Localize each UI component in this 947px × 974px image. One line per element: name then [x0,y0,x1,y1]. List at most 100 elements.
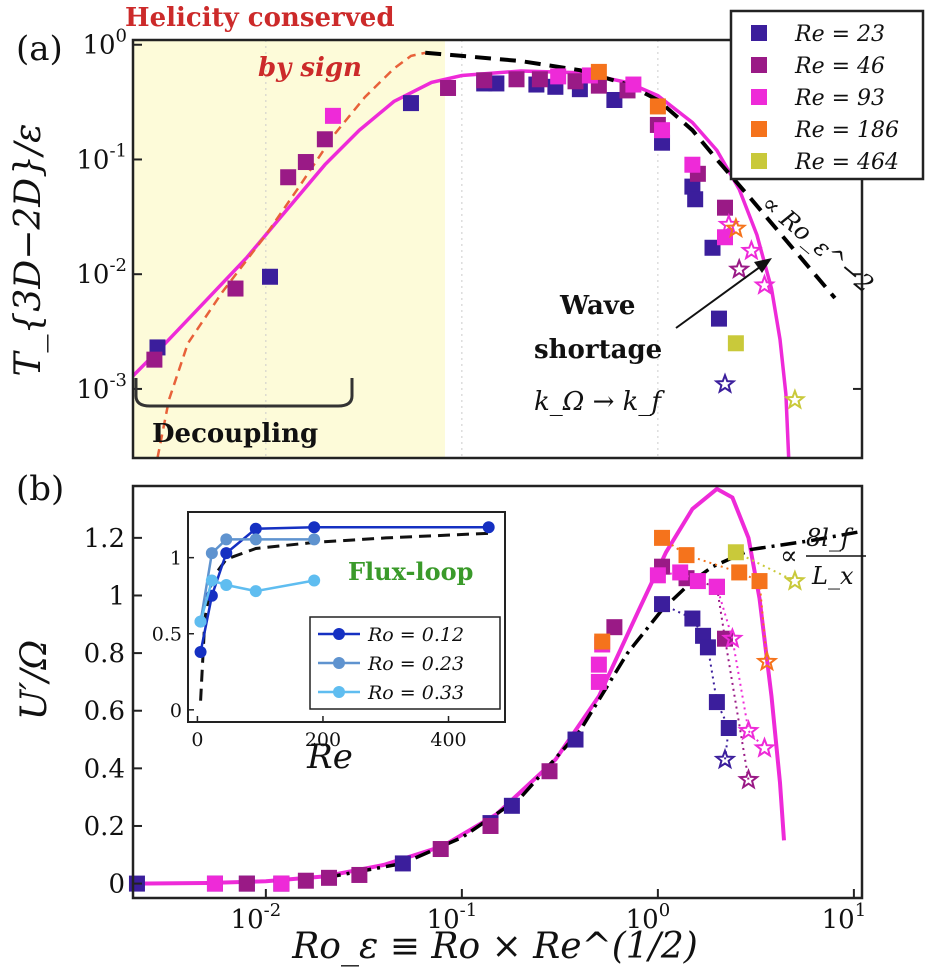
annotation-scaling-prefix: ∝ [780,541,798,571]
point-b-re-46 [606,619,623,636]
point-b-re-23 [720,720,737,737]
x-tick-label-b: 10-2 [231,900,282,935]
inset-line-ro-0-12 [199,525,489,653]
panel-b-y-label: U′/Ω [14,640,55,721]
point-a-re-46 [280,169,297,186]
point-b-re-23 [654,596,671,613]
point-a-re-186 [590,63,607,80]
connector-b-re-464 [735,551,796,582]
panel-b-y-ticks: 0 0.2 0.4 0.6 0.8 1 1.2 [84,524,142,900]
point-a-re-23 [149,339,166,356]
point-a-re-93 [716,229,733,246]
legend-swatch-re-23 [751,25,767,41]
point-a-re-23 [262,268,279,285]
point-a-re-46 [476,72,493,89]
inset-legend-label-ro-0-23: Ro = 0.23 [367,653,464,675]
inset-point-ro-0-33 [220,579,233,592]
star-a-re-464 [783,388,807,410]
point-b-re-46 [482,817,499,834]
y-tick-label-b: 0.8 [84,639,125,669]
y-tick-label-b: 1 [108,581,125,611]
inset-y-tick-label: 1 [170,548,182,570]
y-tick-label-b: 0.6 [84,697,125,727]
inset-curves [199,531,489,701]
inset-point-ro-0-12 [194,646,207,658]
panel-b-marks [128,529,807,892]
wave-shortage-arrowhead [754,258,772,273]
y-tick-label-a: 100 [82,26,127,61]
point-b-re-46 [432,841,449,858]
inset-x-label: Re [306,737,353,777]
point-b-re-186 [751,573,768,590]
inset-point-ro-0-23 [308,533,321,546]
inset-point-ro-0-12 [308,521,321,534]
connector-b-re-23 [661,603,730,760]
point-a-re-93 [625,76,642,93]
inset-point-ro-0-12 [249,522,262,535]
point-b-re-23 [567,731,584,748]
point-b-re-46 [321,869,338,886]
panel-a-marks [146,63,807,410]
y-tick-label-b: 0 [108,870,125,900]
point-b-re-46 [297,872,314,889]
inset-point-ro-0-12 [482,521,495,534]
point-b-re-23 [503,797,520,814]
star-b-re-46 [737,768,760,790]
y-tick-label-b: 0.4 [84,754,125,784]
point-a-re-46 [297,154,314,171]
inset-point-ro-0-23 [205,547,218,560]
inset-point-ro-0-23 [249,533,262,546]
point-b-re-464 [727,544,744,561]
annotation-wave: Wave [559,291,635,321]
point-a-re-46 [440,79,457,96]
inset-y-tick-label: 0 [170,700,182,722]
point-b-re-23 [699,639,716,656]
point-a-re-23 [488,75,505,92]
y-tick-label-a: 10-1 [76,140,127,175]
point-a-re-464 [727,335,744,352]
wave-shortage-arrow [675,263,765,329]
y-tick-label-a: 10-3 [76,370,127,405]
annotation-scaling-numerator: 8l_f [806,524,854,552]
star-a-re-186 [724,216,748,239]
inset-legend-marker-ro-0-12 [333,628,345,640]
inset-legend-label-ro-0-33: Ro = 0.33 [367,682,464,704]
point-b-re-23 [708,694,725,711]
point-a-re-93 [684,156,701,173]
panel-b-black-dashdot-curve [324,530,859,880]
point-a-re-46 [531,71,548,88]
point-b-re-186 [654,529,671,546]
panel-a-y-label: T_{3D−2D}/ε [8,124,49,377]
point-a-re-23 [654,134,671,151]
legend-label-re-23: Re = 23 [794,22,885,47]
point-a-re-23 [704,239,721,256]
point-a-re-46 [567,73,584,90]
legend-swatch-re-93 [751,89,767,105]
point-a-re-23 [402,95,419,112]
x-tick-label-b: 100 [626,900,671,935]
point-b-re-93 [206,875,223,892]
legend-label-re-46: Re = 46 [794,54,885,79]
inset-legend-marker-ro-0-33 [333,686,345,698]
panel-b-x-ticks: 10-2 10-1 100 101 [231,889,866,935]
inset-point-ro-0-23 [220,533,233,546]
star-a-re-23 [713,372,737,394]
panel-a-frame [131,38,864,460]
inset-frame [187,511,506,723]
annotation-shortage: shortage [534,335,662,365]
star-b-re-464 [783,569,807,591]
point-b-re-46 [541,763,558,780]
star-b-re-93 [753,736,776,758]
annotation-decoupling: Decoupling [152,419,318,449]
point-b-re-93 [708,578,725,595]
inset-legend-marker-ro-0-23 [333,657,345,669]
star-a-re-46 [727,257,751,280]
annotation-flux-loop: Flux-loop [348,557,473,586]
panel-a: 100 10-1 10-2 10-3 (a) T_{3D−2D}/ε Helicity… [8,3,925,460]
point-b-re-93 [689,573,706,590]
legend-swatch-re-46 [751,57,767,73]
legend-label-re-93: Re = 93 [794,86,885,111]
annotation-helicity-conserved: Helicity conserved [125,3,395,33]
inset-y-tick-label: 0.5 [152,624,182,646]
inset-point-ro-0-33 [205,574,218,587]
